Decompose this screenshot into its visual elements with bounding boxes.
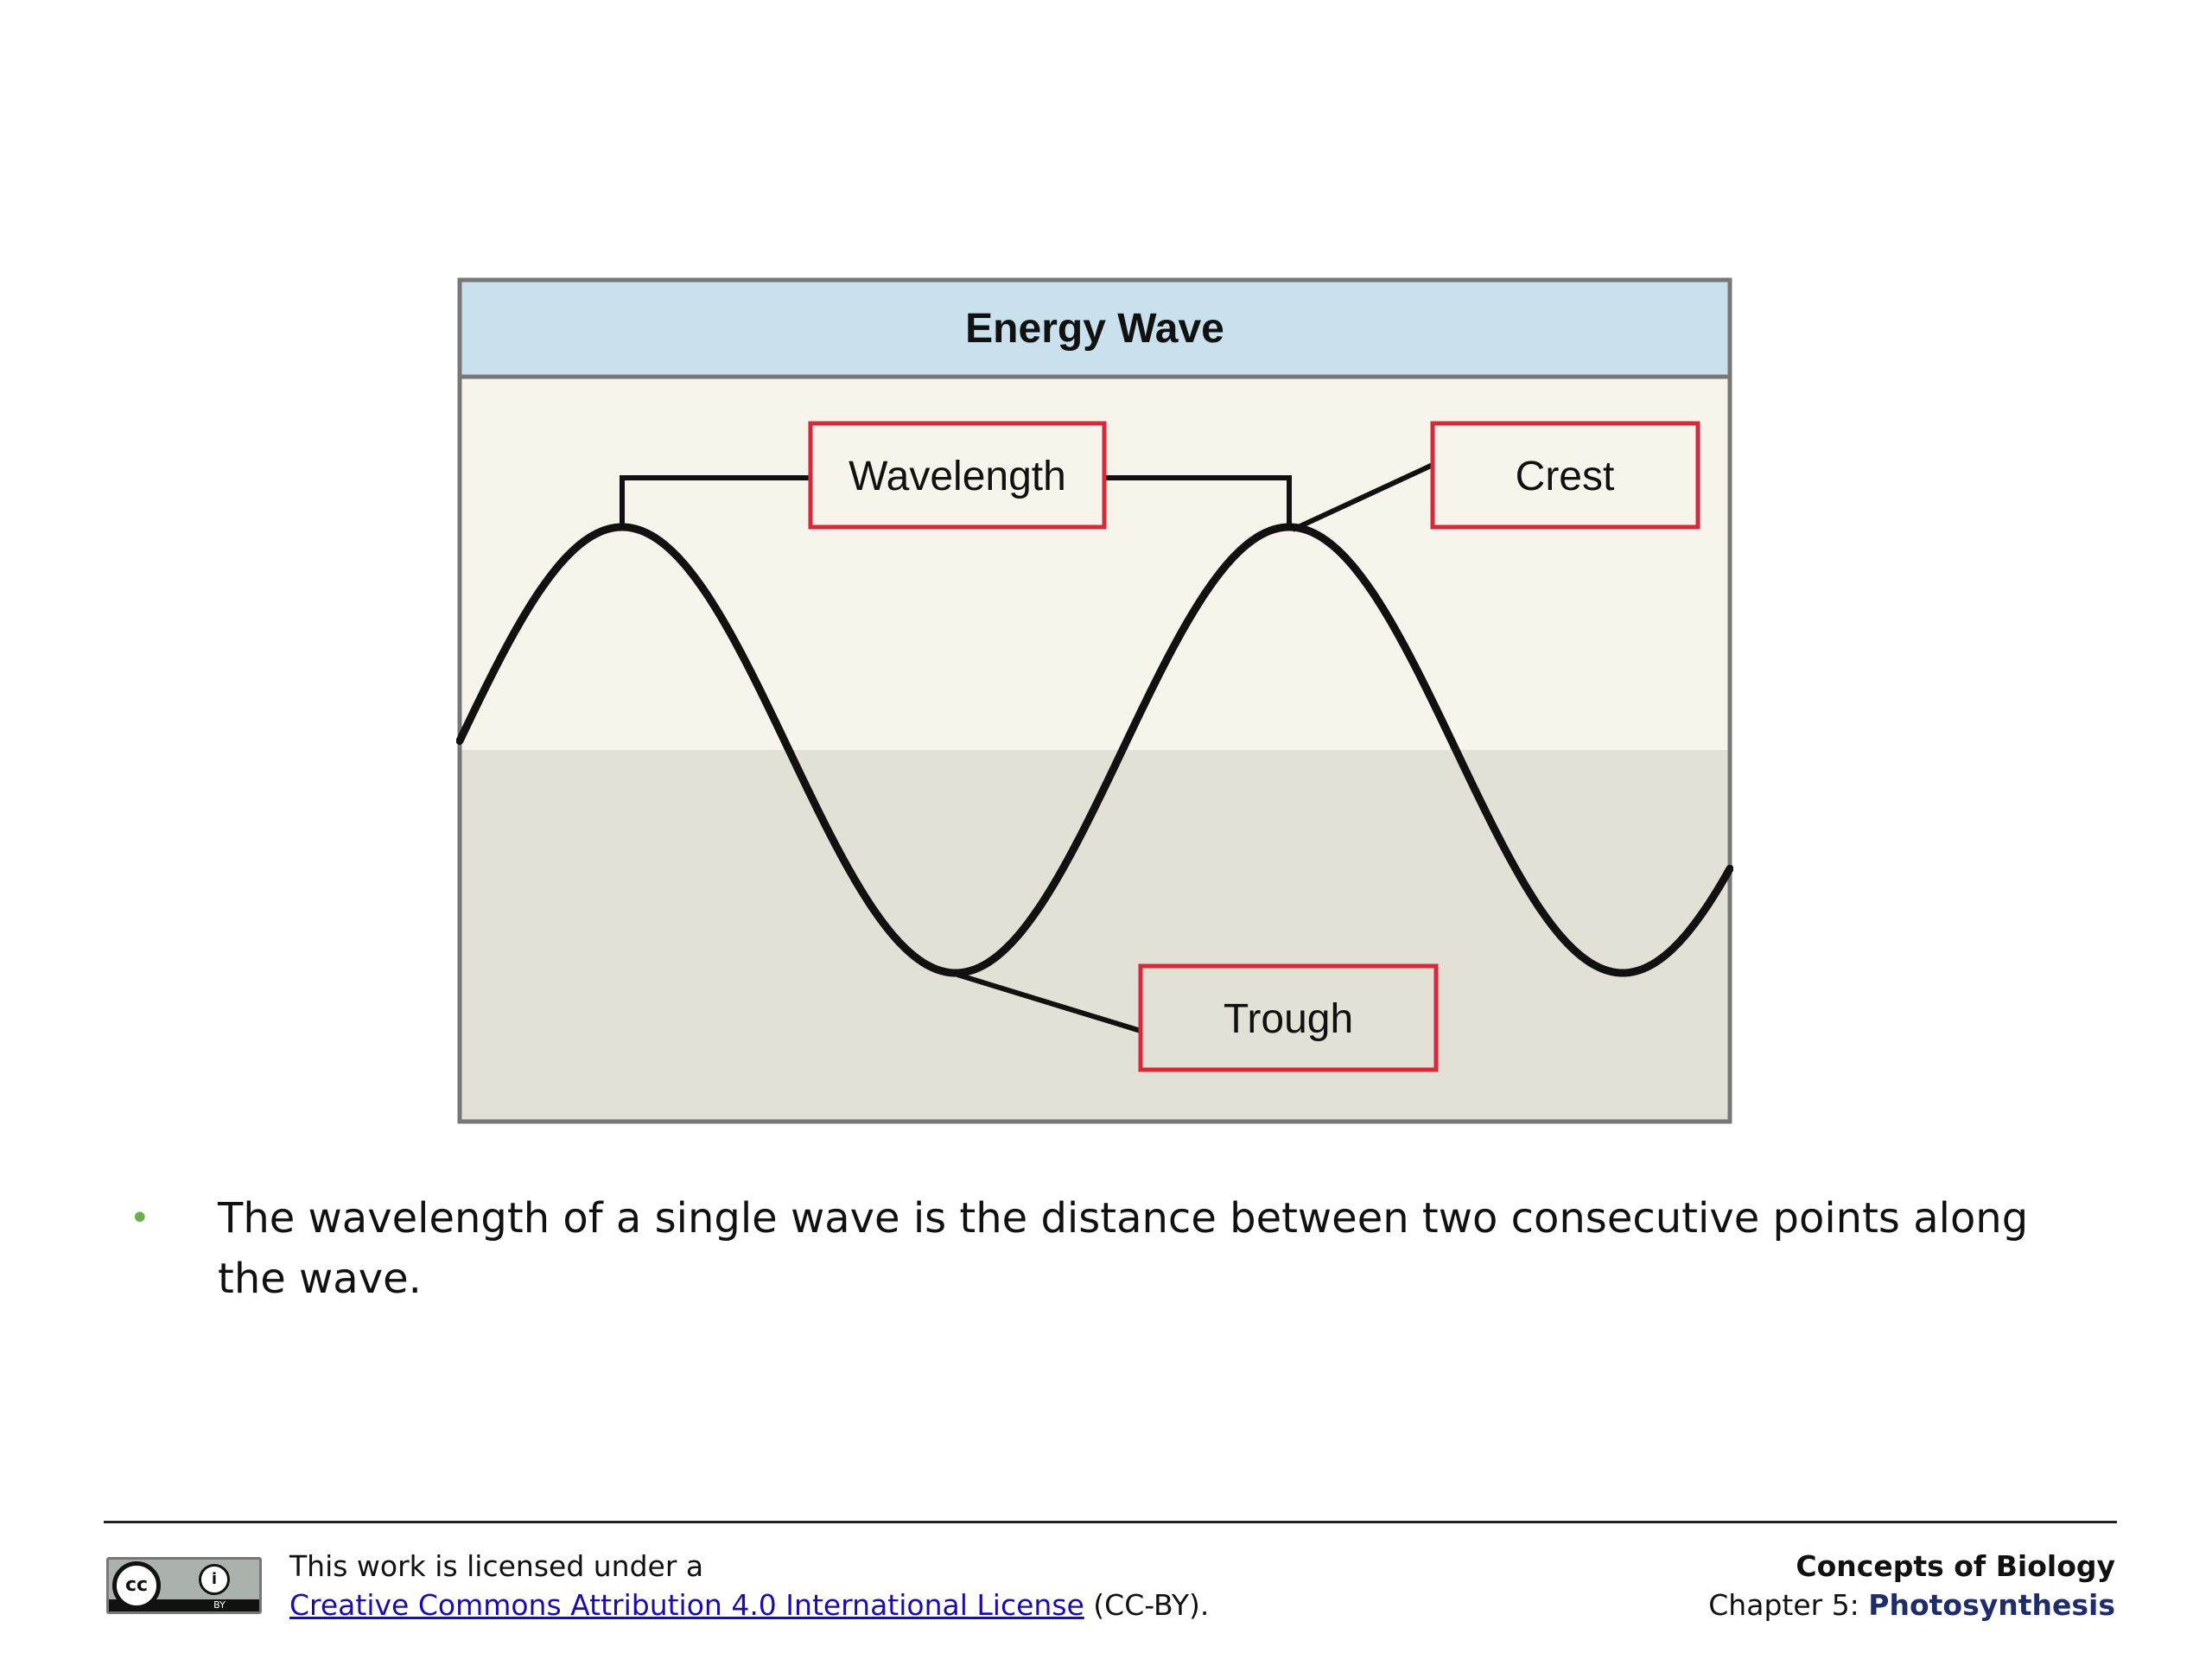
- bullet-item: • The wavelength of a single wave is the…: [130, 1188, 2074, 1309]
- crest-label: Crest: [1430, 421, 1700, 530]
- chapter-line: Chapter 5: Photosynthesis: [1708, 1586, 2115, 1624]
- trough-leader-line: [957, 972, 1141, 1033]
- wavelength-bracket-left: [620, 475, 810, 525]
- energy-wave-svg: Energy Wave Wavelength Crest Trough: [456, 277, 1733, 1124]
- wavelength-label-text: Wavelength: [849, 454, 1066, 499]
- by-person-icon: i: [199, 1564, 230, 1595]
- crest-leader-line: [1291, 462, 1434, 532]
- footer-divider: [104, 1521, 2117, 1523]
- chapter-prefix: Chapter 5:: [1708, 1588, 1869, 1622]
- chapter-title: Photosynthesis: [1868, 1588, 2115, 1622]
- trough-label-box: [1138, 963, 1439, 1072]
- wavelength-label: Wavelength: [808, 421, 1107, 530]
- course-info: Concepts of Biology Chapter 5: Photosynt…: [1708, 1547, 2115, 1624]
- diagram-frame: [457, 277, 1732, 1124]
- crest-label-box: [1430, 421, 1700, 530]
- trough-label: Trough: [1138, 963, 1439, 1072]
- license-line1: This work is licensed under a: [289, 1549, 704, 1583]
- wavelength-label-box: [808, 421, 1107, 530]
- diagram-title: Energy Wave: [965, 306, 1224, 352]
- badge-by-text: BY: [213, 1599, 226, 1611]
- energy-wave-diagram: Energy Wave Wavelength Crest Trough: [456, 276, 1733, 1125]
- license-link[interactable]: Creative Commons Attribution 4.0 Interna…: [289, 1588, 1084, 1622]
- wave-curve: [456, 523, 1733, 977]
- trough-label-text: Trough: [1224, 996, 1353, 1042]
- license-suffix: (CC-BY).: [1084, 1588, 1210, 1622]
- wavelength-bracket-right: [1104, 475, 1292, 525]
- cc-icon: cc: [112, 1561, 161, 1610]
- license-notice: This work is licensed under a Creative C…: [289, 1547, 1209, 1624]
- diagram-header-band: [460, 280, 1730, 377]
- cc-by-license-badge-icon: cc i BY: [106, 1557, 262, 1614]
- bullet-text: The wavelength of a single wave is the d…: [218, 1194, 2029, 1303]
- license-line2: Creative Commons Attribution 4.0 Interna…: [289, 1586, 1209, 1624]
- crest-label-text: Crest: [1516, 454, 1615, 499]
- bullet-dot-icon: •: [130, 1198, 150, 1238]
- book-title: Concepts of Biology: [1796, 1549, 2115, 1583]
